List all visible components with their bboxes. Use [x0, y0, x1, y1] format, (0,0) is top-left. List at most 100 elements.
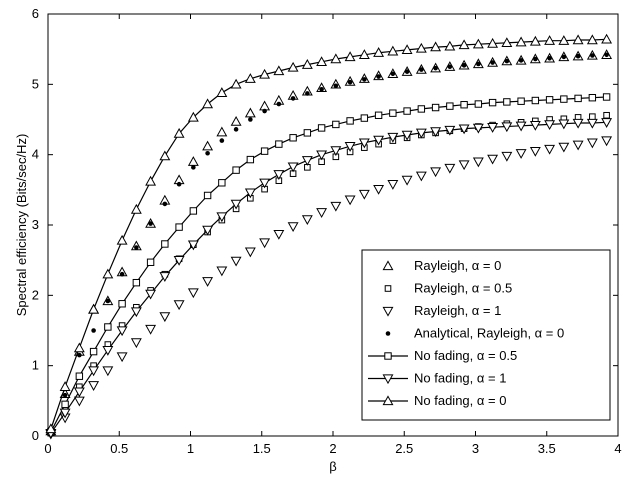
data-point: [404, 69, 410, 74]
data-point: [586, 34, 598, 45]
data-point: [458, 39, 470, 50]
data-point: [61, 400, 69, 409]
data-point: [347, 79, 353, 85]
data-point: [401, 130, 413, 141]
data-point: [460, 101, 468, 109]
data-point: [558, 142, 570, 153]
data-point: [116, 234, 128, 245]
data-point: [216, 87, 228, 97]
series-5: [47, 93, 611, 436]
data-point: [91, 328, 96, 333]
data-point: [317, 124, 326, 132]
legend-entry: No fading, α = 0.5: [368, 348, 517, 363]
data-point: [189, 207, 198, 215]
data-point: [417, 105, 426, 113]
legend-box: [361, 249, 611, 421]
data-point: [134, 245, 139, 250]
data-point: [446, 102, 454, 110]
data-point: [360, 114, 369, 122]
data-point: [287, 162, 299, 173]
data-point: [233, 127, 239, 132]
data-point: [187, 288, 199, 299]
data-point: [603, 111, 610, 119]
data-point: [262, 108, 267, 114]
data-point: [273, 229, 285, 240]
x-tick-label: 3: [472, 441, 479, 456]
data-point: [558, 119, 570, 130]
data-point: [176, 181, 182, 187]
data-point: [148, 221, 153, 226]
y-tick-label: 0: [32, 428, 39, 443]
data-point: [561, 54, 567, 60]
data-point: [574, 94, 582, 103]
data-point: [273, 170, 285, 180]
data-point: [89, 347, 98, 356]
data-point: [601, 33, 613, 44]
data-point: [203, 191, 212, 200]
data-point: [476, 61, 481, 67]
data-point: [216, 266, 228, 277]
data-point: [601, 136, 613, 147]
data-point: [419, 67, 424, 72]
data-point: [45, 423, 57, 434]
data-point: [458, 124, 470, 135]
data-point: [501, 37, 513, 48]
axis-ticks: 0 0.5 1 1.5 2 2.5 3 3.5 4 0 1 2 3 4 5 6: [32, 6, 622, 456]
data-point: [403, 107, 411, 115]
data-point: [529, 35, 541, 46]
data-point: [230, 115, 242, 126]
data-point: [558, 35, 570, 45]
data-point: [145, 289, 157, 300]
data-point: [344, 51, 356, 62]
series-line: [50, 121, 607, 434]
legend-entry: Rayleigh, α = 0: [382, 258, 501, 273]
data-point: [444, 40, 456, 51]
data-point: [389, 109, 397, 117]
data-point: [246, 155, 255, 164]
y-tick-label: 1: [32, 358, 39, 373]
data-point: [244, 73, 256, 83]
data-point: [289, 134, 297, 142]
data-point: [230, 78, 242, 89]
data-point: [487, 154, 499, 165]
data-point: [275, 140, 283, 148]
data-point: [590, 53, 595, 58]
x-tick-label: 0: [44, 441, 51, 456]
data-point: [401, 44, 413, 55]
data-point: [301, 156, 313, 166]
data-point: [332, 120, 340, 129]
data-point: [118, 300, 126, 308]
x-tick-label: 2.5: [395, 441, 413, 456]
data-point: [301, 215, 313, 226]
legend-marker: [384, 285, 392, 292]
data-point: [387, 132, 399, 143]
data-point: [517, 97, 525, 105]
data-point: [132, 278, 141, 287]
data-point: [529, 146, 541, 157]
data-point: [430, 127, 442, 138]
data-point: [104, 323, 112, 331]
data-point: [362, 77, 367, 82]
data-point: [515, 36, 527, 47]
series-line: [50, 38, 607, 430]
x-tick-label: 1.5: [253, 441, 271, 456]
data-point: [202, 140, 214, 151]
data-point: [218, 179, 226, 187]
data-point: [287, 61, 299, 72]
data-point: [586, 138, 598, 149]
data-point: [533, 56, 538, 62]
data-point: [333, 83, 339, 89]
x-tick-label: 1: [187, 441, 194, 456]
data-point: [415, 171, 427, 182]
data-point: [162, 201, 168, 207]
data-point: [415, 128, 427, 139]
data-point: [102, 366, 114, 377]
data-point: [444, 163, 456, 174]
data-point: [173, 127, 185, 138]
data-point: [374, 111, 383, 119]
data-point: [244, 107, 256, 118]
data-point: [529, 120, 541, 131]
data-point: [518, 58, 524, 63]
data-point: [316, 150, 328, 161]
legend-label: Rayleigh, α = 0: [414, 258, 501, 273]
